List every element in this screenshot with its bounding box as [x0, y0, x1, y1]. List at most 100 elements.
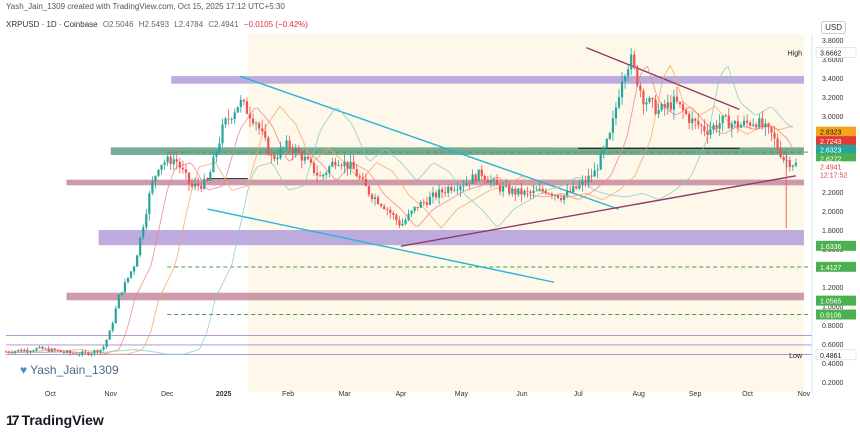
candle-body [47, 348, 50, 352]
candle-body [50, 348, 53, 352]
candle-body [62, 352, 66, 353]
candle-body [17, 349, 20, 352]
candle-body [248, 113, 252, 119]
currency-selector[interactable]: USD [821, 21, 846, 34]
candle-body [578, 184, 581, 189]
candle-body [163, 162, 166, 165]
candle-body [575, 186, 578, 189]
candle-body [776, 138, 779, 149]
candle-body [224, 118, 227, 125]
x-tick-label: Nov [105, 391, 118, 398]
candle-body [764, 123, 767, 128]
candle-body [678, 101, 682, 105]
candle-body [197, 183, 200, 186]
price-label-box [816, 144, 856, 155]
candle-body [517, 188, 520, 195]
candle-body [157, 169, 160, 176]
candle-body [569, 190, 572, 192]
high-value: H2.5493 [138, 20, 170, 29]
candle-body [611, 118, 614, 133]
candle-body [505, 185, 508, 187]
candle-body [105, 339, 108, 347]
x-tick-label: Sep [689, 391, 702, 398]
x-tick-label: Oct [45, 391, 56, 398]
candle-body [620, 81, 624, 98]
y-tick-label: 0.6000 [822, 342, 844, 349]
candle-body [10, 352, 14, 354]
candle-body [770, 127, 773, 133]
candle-body [242, 99, 245, 102]
candle-body [300, 152, 303, 161]
y-tick-label: 3.4000 [822, 76, 844, 83]
ma-slow [6, 65, 793, 355]
candle-body [474, 174, 477, 182]
candle-body [215, 152, 218, 157]
candle-body [44, 348, 47, 350]
candle-body [663, 104, 666, 108]
candle-body [477, 169, 480, 182]
price-label-value: 12:17:52 [820, 172, 847, 179]
candle-body [529, 191, 532, 194]
candle-body [684, 110, 688, 114]
candle-body [495, 179, 499, 186]
candle-body [410, 210, 413, 214]
candle-body [752, 124, 755, 126]
y-tick-label: 3.2000 [822, 95, 844, 102]
candle-body [340, 165, 343, 167]
candle-body [413, 206, 416, 211]
candle-body [291, 147, 294, 153]
candle-body [730, 123, 733, 129]
tradingview-logo[interactable]: 17 TradingView [6, 412, 104, 428]
candle-body [376, 197, 380, 204]
price-label-box [816, 295, 856, 306]
candle-body [148, 193, 151, 215]
candle-body [791, 165, 794, 167]
candle-body [758, 118, 761, 128]
candle-body [297, 148, 300, 153]
candle-body [755, 124, 758, 128]
candle-body [486, 179, 489, 183]
candle-body [434, 192, 438, 198]
price-label-box [816, 126, 856, 137]
candle-body [209, 172, 212, 181]
candle-body [666, 102, 669, 108]
candle-body [160, 164, 163, 170]
candle-body [398, 220, 401, 226]
resistance-zone-2-6 [110, 147, 804, 155]
y-tick-label: 3.6000 [822, 57, 844, 64]
candle-body [660, 104, 663, 111]
candle-body [358, 176, 361, 178]
candle-body [193, 183, 197, 187]
candle-body [126, 277, 130, 283]
x-tick-label: Apr [395, 391, 407, 398]
candle-body [520, 188, 523, 195]
candle-body [264, 131, 267, 138]
x-tick-label: Jul [574, 391, 583, 398]
candle-body [65, 350, 69, 353]
trendline-blue-upper [239, 75, 619, 210]
candle-body [745, 120, 749, 123]
candle-body [471, 174, 474, 184]
candle-body [456, 189, 459, 191]
candle-body [273, 154, 276, 160]
symbol-legend[interactable]: XRPUSD · 1D · Coinbase O2.5046 H2.5493 L… [6, 20, 311, 29]
candle-body [627, 69, 630, 77]
candle-body [319, 175, 322, 177]
candle-body [190, 183, 194, 187]
candle-body [227, 118, 230, 120]
candle-body [129, 271, 133, 278]
candle-body [334, 161, 337, 166]
candle-body [200, 185, 203, 189]
symbol-name[interactable]: XRPUSD · 1D · Coinbase [6, 20, 98, 29]
candle-body [108, 330, 111, 340]
candle-body [395, 214, 398, 221]
candle-body [547, 193, 550, 195]
price-label-value: 2.6272 [820, 156, 842, 163]
x-tick-label: 2025 [216, 391, 232, 398]
candle-body [511, 188, 514, 194]
candle-body [538, 188, 541, 191]
candle-body [718, 123, 721, 129]
candle-body [614, 107, 618, 119]
price-label-box [815, 47, 857, 59]
